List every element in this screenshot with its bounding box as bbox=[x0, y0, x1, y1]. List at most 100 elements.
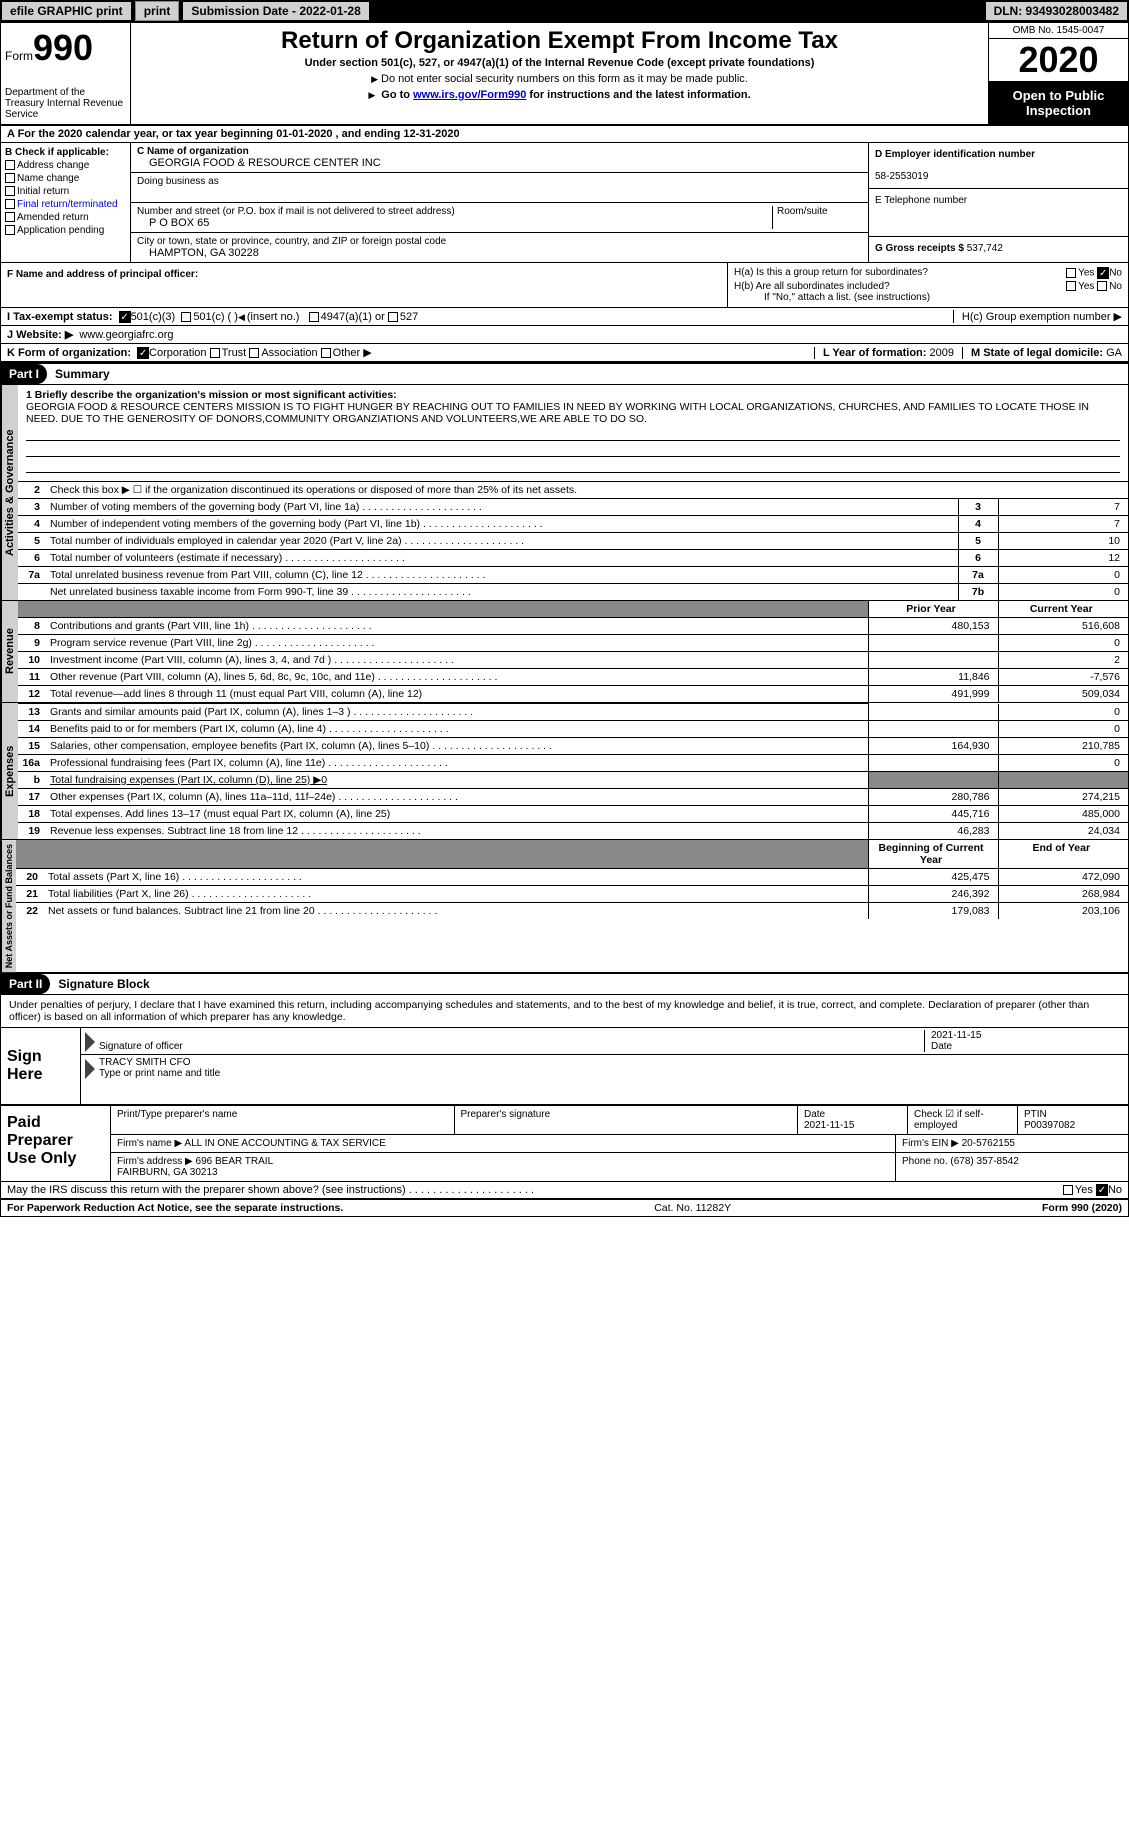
efile-label: efile GRAPHIC print bbox=[2, 2, 131, 20]
er0-curr: 0 bbox=[998, 704, 1128, 721]
opt-assoc: Association bbox=[261, 347, 317, 359]
irs-link[interactable]: www.irs.gov/Form990 bbox=[413, 89, 526, 101]
chk-name-change[interactable] bbox=[5, 173, 15, 183]
ein-value: 58-2553019 bbox=[875, 171, 928, 182]
chk-501c3[interactable]: ✓ bbox=[119, 311, 131, 323]
dln-label: DLN: 93493028003482 bbox=[986, 2, 1127, 20]
er3-n: 16a bbox=[18, 755, 46, 772]
rr2-n: 10 bbox=[18, 652, 46, 669]
form-label: Form bbox=[5, 49, 33, 63]
i-label: I Tax-exempt status: bbox=[7, 311, 113, 323]
city-label: City or town, state or province, country… bbox=[137, 236, 446, 247]
gr3-box: 5 bbox=[958, 533, 998, 550]
print-button[interactable]: print bbox=[135, 1, 180, 21]
nr0-curr: 472,090 bbox=[998, 869, 1128, 886]
hb-yes[interactable] bbox=[1066, 281, 1076, 291]
er2-curr: 210,785 bbox=[998, 738, 1128, 755]
box-deg: D Employer identification number 58-2553… bbox=[868, 143, 1128, 262]
ha-yes[interactable] bbox=[1066, 268, 1076, 278]
sig-date-label: Date bbox=[931, 1041, 952, 1052]
c-name-label: C Name of organization bbox=[137, 146, 249, 157]
triangle-icon-2 bbox=[85, 1059, 95, 1079]
submission-date: Submission Date - 2022-01-28 bbox=[183, 2, 368, 20]
note-ssn: Do not enter social security numbers on … bbox=[137, 73, 982, 85]
sig-name-label: Type or print name and title bbox=[99, 1068, 220, 1079]
box-f: F Name and address of principal officer: bbox=[1, 263, 728, 307]
part1-header: Part I Summary bbox=[1, 363, 1128, 385]
part2-header: Part II Signature Block bbox=[1, 973, 1128, 995]
hdr-prior: Prior Year bbox=[868, 601, 998, 618]
gr4-val: 12 bbox=[998, 550, 1128, 567]
rr3-prior: 11,846 bbox=[868, 669, 998, 686]
chk-527[interactable] bbox=[388, 312, 398, 322]
er1-curr: 0 bbox=[998, 721, 1128, 738]
insert-no: (insert no.) bbox=[238, 311, 300, 323]
row-i: I Tax-exempt status: ✓ 501(c)(3) 501(c) … bbox=[1, 308, 1128, 326]
gr2-val: 7 bbox=[998, 516, 1128, 533]
line-a: A For the 2020 calendar year, or tax yea… bbox=[1, 126, 1128, 143]
chk-initial-return[interactable] bbox=[5, 186, 15, 196]
lbl-amended: Amended return bbox=[17, 212, 89, 223]
chk-corp[interactable]: ✓ bbox=[137, 347, 149, 359]
chk-trust[interactable] bbox=[210, 348, 220, 358]
gr3-text: Total number of individuals employed in … bbox=[46, 533, 958, 550]
header-mid: Return of Organization Exempt From Incom… bbox=[131, 23, 988, 124]
expense-table: 13Grants and similar amounts paid (Part … bbox=[18, 703, 1128, 839]
chk-assoc[interactable] bbox=[249, 348, 259, 358]
part1-title: Summary bbox=[47, 367, 110, 381]
box-b-label: B Check if applicable: bbox=[5, 147, 126, 158]
rr3-n: 11 bbox=[18, 669, 46, 686]
gr0-n: 2 bbox=[18, 482, 46, 499]
mission-text: GEORGIA FOOD & RESOURCE CENTERS MISSION … bbox=[26, 401, 1089, 425]
form-title: Return of Organization Exempt From Incom… bbox=[137, 27, 982, 55]
chk-4947[interactable] bbox=[309, 312, 319, 322]
er7-prior: 46,283 bbox=[868, 823, 998, 840]
form-number: 990 bbox=[33, 27, 93, 68]
nr0-text: Total assets (Part X, line 16) bbox=[44, 869, 868, 886]
er7-text: Revenue less expenses. Subtract line 18 … bbox=[46, 823, 868, 840]
discuss-yes[interactable] bbox=[1063, 1185, 1073, 1195]
gr4-n: 6 bbox=[18, 550, 46, 567]
governance-table: 2Check this box ▶ ☐ if the organization … bbox=[18, 481, 1128, 600]
opt-501c: 501(c) ( ) bbox=[193, 311, 238, 323]
nr0-prior: 425,475 bbox=[868, 869, 998, 886]
form-subtitle: Under section 501(c), 527, or 4947(a)(1)… bbox=[137, 57, 982, 69]
hdr-begin: Beginning of Current Year bbox=[868, 840, 998, 869]
er4-text: Total fundraising expenses (Part IX, col… bbox=[46, 772, 868, 789]
gr1-val: 7 bbox=[998, 499, 1128, 516]
chk-app-pending[interactable] bbox=[5, 225, 15, 235]
nr1-prior: 246,392 bbox=[868, 886, 998, 903]
discuss-row: May the IRS discuss this return with the… bbox=[1, 1182, 1128, 1200]
er7-n: 19 bbox=[18, 823, 46, 840]
chk-address-change[interactable] bbox=[5, 160, 15, 170]
sign-block: Sign Here Signature of officer 2021-11-1… bbox=[1, 1028, 1128, 1106]
chk-other[interactable] bbox=[321, 348, 331, 358]
nr0-n: 20 bbox=[16, 869, 44, 886]
gross-label: G Gross receipts $ bbox=[875, 243, 964, 254]
er0-prior bbox=[868, 704, 998, 721]
box-b: B Check if applicable: Address change Na… bbox=[1, 143, 131, 262]
footer-left: For Paperwork Reduction Act Notice, see … bbox=[7, 1202, 343, 1214]
rr3-text: Other revenue (Part VIII, column (A), li… bbox=[46, 669, 868, 686]
lbl-initial-return: Initial return bbox=[17, 186, 69, 197]
hc-label: H(c) Group exemption number ▶ bbox=[953, 310, 1122, 323]
chk-final-return[interactable] bbox=[5, 199, 15, 209]
er6-n: 18 bbox=[18, 806, 46, 823]
chk-amended[interactable] bbox=[5, 212, 15, 222]
firm-name-label: Firm's name ▶ bbox=[117, 1138, 182, 1149]
gr1-n: 3 bbox=[18, 499, 46, 516]
er1-prior bbox=[868, 721, 998, 738]
hb-no[interactable] bbox=[1097, 281, 1107, 291]
nr2-curr: 203,106 bbox=[998, 903, 1128, 920]
gr1-box: 3 bbox=[958, 499, 998, 516]
lbl-app-pending: Application pending bbox=[17, 225, 104, 236]
chk-501c[interactable] bbox=[181, 312, 191, 322]
rr0-text: Contributions and grants (Part VIII, lin… bbox=[46, 618, 868, 635]
part2-label: Part II bbox=[1, 974, 50, 994]
discuss-no[interactable]: ✓ bbox=[1096, 1184, 1108, 1196]
nr2-prior: 179,083 bbox=[868, 903, 998, 920]
ha-no[interactable]: ✓ bbox=[1097, 267, 1109, 279]
rr4-prior: 491,999 bbox=[868, 686, 998, 703]
er3-prior bbox=[868, 755, 998, 772]
firm-ein: 20-5762155 bbox=[962, 1138, 1015, 1149]
